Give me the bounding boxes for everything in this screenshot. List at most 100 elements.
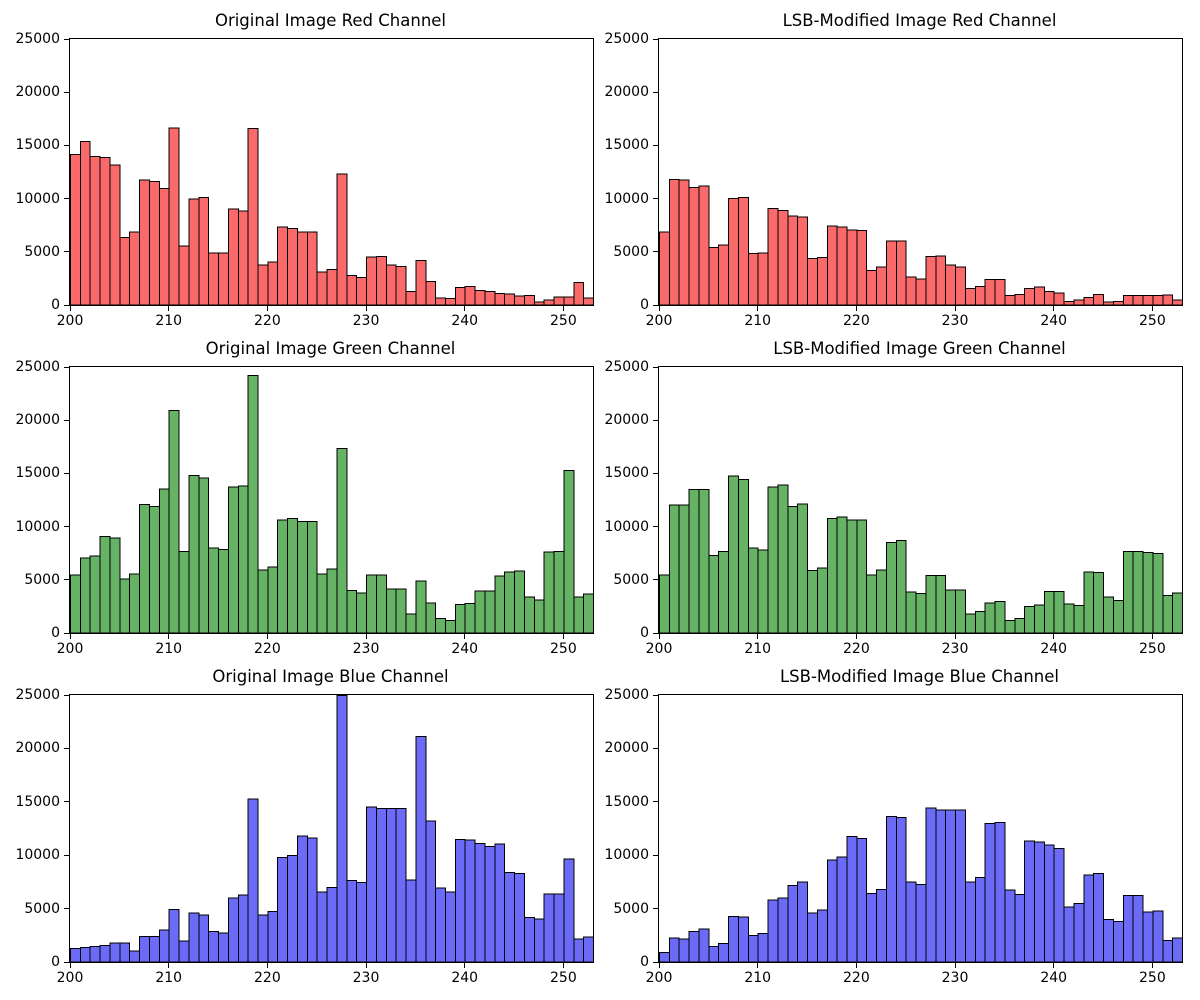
y-tick-label: 0 xyxy=(640,297,649,313)
histogram-bar xyxy=(747,547,759,633)
histogram-bar xyxy=(787,506,799,633)
histogram-bar xyxy=(708,945,720,962)
histogram-bar xyxy=(504,872,516,962)
histogram-bar xyxy=(1152,295,1164,305)
y-tick-mark xyxy=(64,251,69,253)
histogram-bar xyxy=(366,574,377,633)
x-tick-label: 250 xyxy=(1139,641,1166,657)
histogram-bar xyxy=(148,505,160,633)
histogram-bar xyxy=(306,837,318,962)
x-tick-label: 220 xyxy=(254,970,281,986)
histogram-bar xyxy=(139,504,150,633)
y-tick-label: 15000 xyxy=(15,793,60,810)
histogram-bar xyxy=(935,809,947,962)
histogram-bar xyxy=(984,823,996,962)
y-tick-mark xyxy=(64,747,69,749)
histogram-bar xyxy=(718,551,730,633)
y-tick-mark xyxy=(64,801,69,803)
histogram-bar xyxy=(336,695,348,962)
histogram-bar xyxy=(777,209,789,305)
histogram-bar xyxy=(1122,295,1134,305)
histogram-bar xyxy=(277,226,289,305)
subplot-title: LSB-Modified Image Blue Channel xyxy=(779,667,1059,686)
subplot-title: Original Image Green Channel xyxy=(205,339,456,358)
x-tick-label: 250 xyxy=(550,313,577,329)
histogram-bar xyxy=(1152,910,1164,962)
histogram-bar xyxy=(1024,605,1035,633)
histogram-bar xyxy=(464,603,476,633)
histogram-bar xyxy=(237,485,249,633)
plot-area: 0 5000 10000 15000 20000 25000 200 210 220 230 240… xyxy=(15,359,594,657)
histogram-bar xyxy=(218,549,229,633)
subplot-title: LSB-Modified Image Red Channel xyxy=(782,11,1057,30)
histogram-bar xyxy=(385,808,397,962)
histogram-bar xyxy=(698,185,710,305)
y-tick-label: 5000 xyxy=(613,243,649,260)
histogram-bar xyxy=(79,557,91,633)
histogram-bar xyxy=(747,252,759,305)
histogram-bar xyxy=(1073,299,1085,305)
histogram-bar xyxy=(573,282,585,305)
histogram-bar xyxy=(974,611,986,633)
histogram-bar xyxy=(454,838,466,962)
histogram-bar xyxy=(326,568,338,633)
histogram-bar xyxy=(1014,893,1026,962)
histogram-bar xyxy=(129,231,141,305)
histogram-bar xyxy=(129,950,141,962)
histogram-bar xyxy=(375,256,387,305)
y-tick-mark xyxy=(64,961,69,963)
histogram-bar xyxy=(885,815,897,962)
histogram-bar xyxy=(846,229,858,305)
histogram-bar xyxy=(296,835,308,962)
histogram-bar xyxy=(1083,571,1095,633)
histogram-bar xyxy=(925,807,937,962)
histogram-bar xyxy=(198,197,210,305)
histogram-bars xyxy=(659,475,1182,633)
x-tick-label: 220 xyxy=(843,313,870,329)
histogram-bar xyxy=(1132,894,1144,962)
histogram-bar xyxy=(464,839,476,962)
histogram-bar xyxy=(974,286,986,305)
x-tick-mark xyxy=(69,634,71,639)
histogram-bar xyxy=(905,276,917,305)
histogram-bar xyxy=(728,915,739,962)
histogram-bar xyxy=(915,278,927,305)
y-tick-label: 25000 xyxy=(604,687,649,703)
histogram-bar xyxy=(925,575,937,633)
plot-area: 0 5000 10000 15000 20000 25000 200 210 220 230 240… xyxy=(604,31,1183,329)
x-tick-label: 200 xyxy=(645,313,673,329)
histogram-bar xyxy=(257,569,269,633)
histogram-bar xyxy=(728,475,739,633)
histogram-bar xyxy=(945,264,957,305)
histogram-bar xyxy=(70,574,81,633)
histogram-bar xyxy=(757,933,769,962)
histogram-bar xyxy=(208,931,220,962)
histogram-bar xyxy=(955,809,966,962)
histogram-bars xyxy=(70,695,593,962)
x-tick-label: 210 xyxy=(744,313,772,329)
y-tick-mark xyxy=(653,38,658,40)
histogram-bar xyxy=(994,822,1006,962)
histogram-bar xyxy=(444,298,456,305)
histogram-bar xyxy=(1142,911,1154,962)
histogram-bar xyxy=(1014,618,1026,633)
histogram-bar xyxy=(336,173,348,305)
y-tick-mark xyxy=(653,908,658,910)
histogram-bar xyxy=(688,489,700,633)
histogram-bar xyxy=(109,537,121,633)
histogram-bar xyxy=(955,589,966,633)
y-tick-label: 15000 xyxy=(604,137,649,154)
histogram-bar xyxy=(553,551,565,633)
histogram-bar xyxy=(89,945,101,962)
histogram-bar xyxy=(563,470,575,633)
histogram-bar xyxy=(435,887,446,962)
y-tick-mark xyxy=(64,579,69,581)
histogram-bar xyxy=(767,899,779,962)
histogram-bar xyxy=(718,244,730,305)
histogram-bar xyxy=(895,816,907,962)
x-tick-mark xyxy=(954,634,956,639)
x-tick-label: 210 xyxy=(155,641,183,657)
histogram-bar xyxy=(158,488,170,633)
histogram-bar xyxy=(99,536,111,633)
